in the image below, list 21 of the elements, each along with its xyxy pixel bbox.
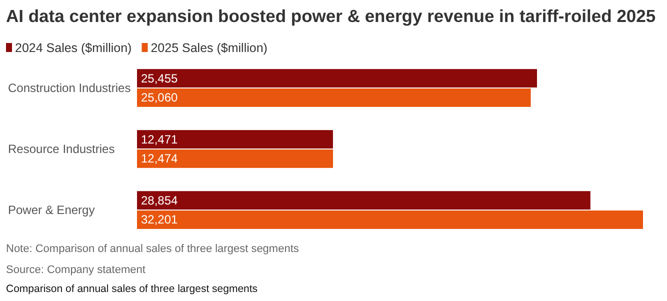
bar (137, 130, 333, 149)
bar (137, 210, 643, 229)
y-tick-label: Resource Industries (8, 142, 115, 156)
data-label: 12,474 (141, 152, 178, 166)
data-label: 25,455 (141, 71, 178, 86)
y-tick-label: Construction Industries (8, 80, 131, 95)
legend-label: 2024 Sales ($million) (15, 41, 132, 55)
bar (137, 191, 590, 210)
data-label: 25,060 (141, 90, 178, 105)
source-note: Source: Company statement (6, 264, 146, 276)
data-label: 12,471 (141, 132, 178, 146)
chart-title: AI data center expansion boosted power & energy revenue in tariff-roiled 2025 (6, 6, 656, 26)
text: Comparison of annual sales of three largest segments (6, 283, 258, 295)
text: Note: Comparison of annual sales of three largest segments (6, 243, 300, 255)
data-label: 28,854 (141, 193, 178, 208)
bar (137, 88, 531, 107)
bar (137, 149, 334, 168)
y-tick-label: Power & Energy (8, 203, 95, 218)
bar (137, 69, 537, 88)
data-label: 32,201 (141, 212, 178, 227)
legend-label: 2025 Sales ($million) (150, 41, 268, 55)
